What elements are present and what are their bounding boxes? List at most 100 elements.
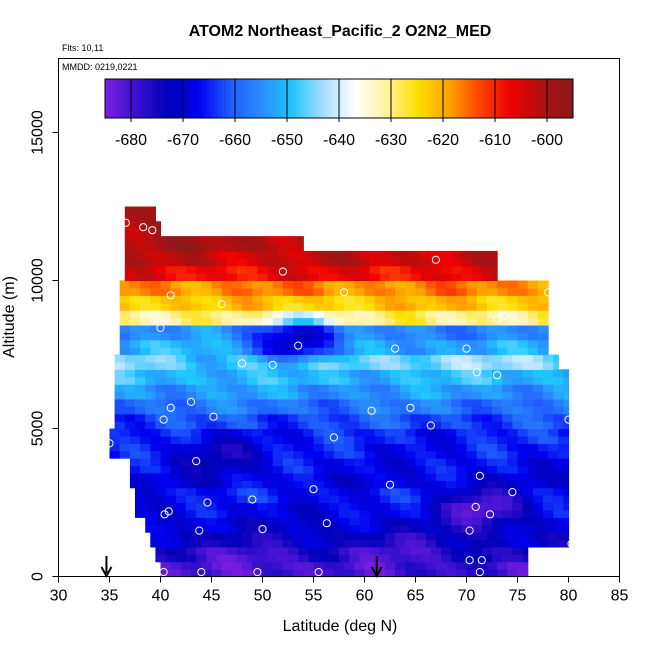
heatmap-cell xyxy=(170,324,182,333)
heatmap-cell xyxy=(502,554,513,563)
heatmap-cell xyxy=(543,524,554,533)
heatmap-cell xyxy=(466,569,478,578)
heatmap-cell xyxy=(267,546,279,555)
heatmap-cell xyxy=(313,287,325,296)
heatmap-cell xyxy=(415,302,427,311)
heatmap-cell xyxy=(257,250,269,259)
heatmap-cell xyxy=(435,347,447,356)
heatmap-cell xyxy=(543,509,554,518)
heatmap-cell xyxy=(461,361,473,370)
heatmap-cell xyxy=(247,273,258,282)
heatmap-cell xyxy=(119,332,131,341)
heatmap-cell xyxy=(522,391,534,400)
heatmap-cell xyxy=(446,465,457,474)
heatmap-cell xyxy=(288,265,299,274)
heatmap-cell xyxy=(124,206,136,215)
heatmap-cell xyxy=(257,502,269,511)
heatmap-cell xyxy=(359,554,371,563)
heatmap-cell xyxy=(400,524,411,533)
observation-point xyxy=(475,568,484,577)
heatmap-cell xyxy=(140,295,151,304)
heatmap-cell xyxy=(517,443,529,452)
heatmap-cell xyxy=(456,443,468,452)
heatmap-cell xyxy=(165,258,177,267)
heatmap-cell xyxy=(395,458,406,467)
colorbar-segment xyxy=(159,79,164,118)
heatmap-cell xyxy=(186,421,197,430)
heatmap-cell xyxy=(135,250,146,259)
heatmap-cell xyxy=(466,532,478,541)
heatmap-cell xyxy=(242,339,253,348)
heatmap-cell xyxy=(369,502,381,511)
heatmap-cell xyxy=(262,480,274,489)
heatmap-cell xyxy=(390,546,401,555)
observation-point xyxy=(431,255,440,264)
colorbar-tick-label: -670 xyxy=(167,132,199,149)
heatmap-cell xyxy=(247,413,258,422)
heatmap-cell xyxy=(257,421,269,430)
heatmap-cell xyxy=(415,317,427,326)
heatmap-cell xyxy=(410,554,422,563)
heatmap-cell xyxy=(410,369,422,378)
heatmap-cell xyxy=(379,369,391,378)
heatmap-cell xyxy=(354,480,366,489)
colorbar-segment xyxy=(140,79,145,118)
heatmap-cell xyxy=(451,546,462,555)
heatmap-cell xyxy=(374,532,386,541)
heatmap-cell xyxy=(186,236,197,245)
colorbar-segment xyxy=(370,79,375,118)
heatmap-cell xyxy=(456,332,468,341)
heatmap-cell xyxy=(497,280,508,289)
heatmap-cell xyxy=(522,509,534,518)
heatmap-cell xyxy=(262,347,274,356)
heatmap-cell xyxy=(410,413,422,422)
flight-arrows xyxy=(100,556,383,579)
colorbar-segment xyxy=(264,79,270,118)
heatmap-cell xyxy=(405,339,417,348)
heatmap-cell xyxy=(252,310,264,319)
heatmap-cell xyxy=(395,317,406,326)
heatmap-cell xyxy=(140,317,151,326)
heatmap-cell xyxy=(543,421,554,430)
heatmap-cell xyxy=(160,287,172,296)
heatmap-cell xyxy=(333,310,345,319)
heatmap-cell xyxy=(298,509,309,518)
heatmap-cell xyxy=(527,302,539,311)
heatmap-cell xyxy=(282,472,294,481)
heatmap-cell xyxy=(155,517,167,526)
heatmap-cell xyxy=(201,458,213,467)
heatmap-cell xyxy=(481,265,493,274)
heatmap-cell xyxy=(165,361,177,370)
x-tick-label: 65 xyxy=(407,588,425,605)
heatmap-cell xyxy=(124,391,136,400)
colorbar-segment xyxy=(136,79,141,118)
heatmap-cell xyxy=(160,435,172,444)
colorbar-segment xyxy=(303,79,309,118)
heatmap-cell xyxy=(466,310,478,319)
heatmap-cell xyxy=(451,495,462,504)
heatmap-cell xyxy=(359,369,371,378)
heatmap-cell xyxy=(354,287,366,296)
heatmap-cell xyxy=(400,250,411,259)
heatmap-cell xyxy=(170,339,182,348)
heatmap-cell xyxy=(170,428,182,437)
heatmap-cell xyxy=(318,391,330,400)
heatmap-cell xyxy=(349,546,360,555)
heatmap-cell xyxy=(405,561,417,570)
heatmap-cell xyxy=(492,495,503,504)
heatmap-cell xyxy=(410,495,422,504)
heatmap-cell xyxy=(175,243,187,252)
heatmap-cell xyxy=(517,324,529,333)
observation-point xyxy=(500,311,509,321)
heatmap-cell xyxy=(461,384,473,393)
heatmap-cell xyxy=(466,472,478,481)
colorbar-segment xyxy=(487,79,492,118)
heatmap-cell xyxy=(242,465,253,474)
heatmap-cell xyxy=(522,406,534,415)
heatmap-cell xyxy=(512,376,524,385)
heatmap-cell xyxy=(517,480,529,489)
heatmap-cell xyxy=(497,324,508,333)
heatmap-cell xyxy=(527,480,539,489)
heatmap-cell xyxy=(420,391,432,400)
heatmap-cell xyxy=(522,369,534,378)
